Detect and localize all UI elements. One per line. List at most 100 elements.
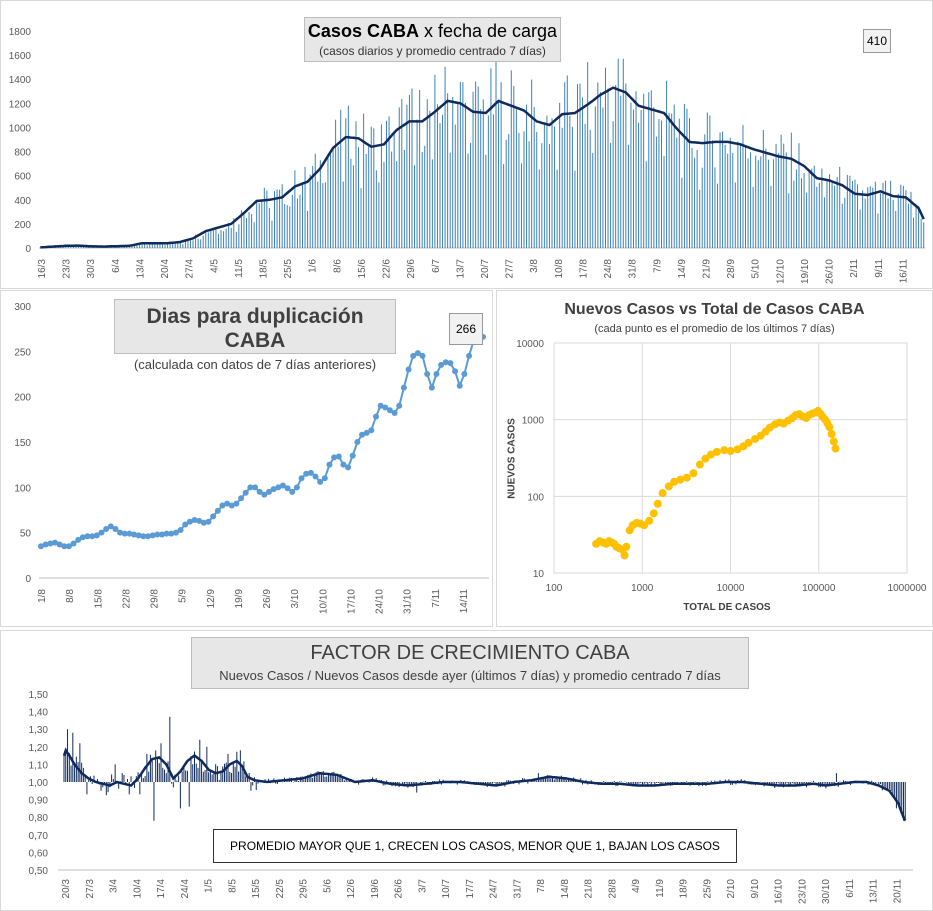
doubling-ytick-label: 0: [25, 574, 31, 585]
growth-xtick-label: 21/8: [584, 879, 595, 899]
growth-xtick-label: 30/10: [821, 879, 832, 904]
doubling-xtick-label: 3/10: [290, 589, 301, 609]
cases-xtick-label: 13/7: [455, 259, 466, 279]
growth-xtick-label: 16/10: [774, 879, 785, 904]
cases-xtick-label: 21/9: [702, 259, 713, 279]
cases-xtick-label: 12/10: [775, 259, 786, 284]
doubling-point: [51, 539, 58, 546]
doubling-point: [247, 484, 254, 491]
doubling-point: [149, 532, 156, 539]
growth-xtick-label: 3/4: [109, 879, 120, 893]
doubling-xtick-label: 14/11: [459, 589, 470, 614]
doubling-xtick-label: 12/9: [206, 589, 217, 609]
cases-xtick-label: 3/8: [529, 259, 540, 273]
cases-xtick-label: 9/11: [874, 259, 885, 278]
cases-xtick-label: 25/5: [283, 259, 294, 279]
cases-xtick-label: 19/10: [800, 259, 811, 284]
doubling-ytick-label: 50: [20, 529, 32, 540]
scatter-point: [827, 430, 836, 439]
growth-xtick-label: 22/5: [275, 879, 286, 899]
scatter-point: [620, 551, 629, 560]
cases-xtick-label: 13/4: [135, 259, 146, 279]
scatter-chart-subtitle: (cada punto es el promedio de los último…: [594, 323, 835, 335]
doubling-point: [205, 518, 212, 525]
growth-xtick-label: 8/5: [227, 879, 238, 893]
scatter-point: [682, 473, 691, 482]
scatter-chart-xlabel: TOTAL DE CASOS: [683, 602, 771, 613]
scatter-point: [720, 446, 729, 455]
doubling-xtick-label: 17/10: [346, 589, 357, 614]
doubling-point: [38, 543, 44, 550]
doubling-xtick-label: 10/10: [318, 589, 329, 614]
doubling-xtick-label: 1/8: [37, 589, 48, 603]
growth-ytick-label: 0,90: [29, 796, 49, 807]
doubling-point: [103, 526, 110, 533]
cases-xtick-label: 15/6: [357, 259, 368, 279]
growth-average-line: [62, 747, 907, 822]
doubling-point: [391, 409, 398, 416]
doubling-xtick-label: 31/10: [403, 589, 414, 614]
doubling-point: [233, 500, 240, 507]
doubling-point: [354, 439, 361, 445]
scatter-xtick-label: 1000: [631, 583, 654, 594]
scatter-chart-title: Nuevos Casos vs Total de Casos CABA: [564, 301, 865, 318]
doubling-point: [89, 533, 96, 540]
cases-xtick-label: 27/4: [185, 259, 196, 279]
cases-chart-title-box: Casos CABA x fecha de carga (casos diari…: [304, 17, 561, 62]
doubling-chart-title-box: Dias para duplicación CABA (calculada co…: [114, 299, 396, 372]
doubling-ytick-label: 300: [14, 302, 31, 313]
scatter-point: [831, 444, 840, 453]
growth-xtick-label: 25/9: [702, 879, 713, 899]
scatter-point: [712, 447, 721, 456]
cases-xtick-label: 16/11: [898, 259, 909, 284]
doubling-point: [372, 413, 379, 420]
doubling-point: [47, 540, 54, 547]
growth-xtick-label: 18/9: [679, 879, 690, 899]
scatter-point: [649, 509, 658, 518]
cases-chart-panel: 0 200 400 600 800 1000 1200 1400 1600 1800 16/3 23/…: [0, 0, 933, 289]
doubling-point: [382, 404, 389, 411]
doubling-chart-last-value: 266: [449, 313, 483, 345]
cases-ytick-label: 1400: [9, 75, 32, 86]
growth-xtick-label: 13/11: [869, 879, 880, 904]
doubling-point: [419, 352, 426, 359]
scatter-point: [695, 460, 704, 469]
doubling-point: [214, 507, 221, 514]
growth-ytick-label: 0,50: [29, 866, 49, 877]
scatter-point: [726, 447, 735, 456]
scatter-point: [653, 499, 662, 508]
doubling-point: [368, 427, 375, 434]
cases-xtick-label: 14/9: [677, 259, 688, 279]
growth-xtick-label: 31/7: [512, 879, 523, 899]
doubling-point: [270, 486, 277, 493]
growth-xtick-label: 5/6: [322, 879, 333, 893]
doubling-xtick-label: 15/8: [93, 589, 104, 609]
doubling-point: [224, 500, 231, 507]
cases-chart-title-bold: Casos CABA: [307, 21, 419, 41]
cases-xtick-label: 6/4: [111, 259, 122, 273]
doubling-point: [56, 541, 63, 548]
growth-xtick-label: 17/4: [156, 879, 167, 899]
scatter-point: [701, 454, 710, 463]
cases-xtick-label: 22/6: [382, 259, 393, 279]
doubling-point: [303, 470, 310, 477]
doubling-xtick-label: 29/8: [150, 589, 161, 609]
scatter-point: [744, 438, 753, 447]
scatter-ytick-label: 100: [527, 492, 544, 503]
doubling-point: [456, 382, 463, 389]
cases-xtick-label: 7/9: [652, 259, 663, 273]
cases-xtick-label: 24/8: [603, 259, 614, 279]
doubling-point: [186, 518, 193, 525]
doubling-point: [219, 502, 226, 509]
cases-xtick-label: 23/3: [62, 259, 73, 279]
cases-xtick-label: 30/3: [86, 259, 97, 279]
cases-ytick-label: 1800: [9, 27, 32, 38]
doubling-point: [154, 531, 161, 538]
cases-xtick-label: 28/9: [726, 259, 737, 279]
doubling-point: [345, 464, 352, 471]
doubling-point: [182, 521, 189, 528]
scatter-point: [676, 475, 685, 484]
cases-xtick-label: 16/3: [37, 259, 48, 279]
doubling-ytick-label: 200: [14, 393, 31, 404]
